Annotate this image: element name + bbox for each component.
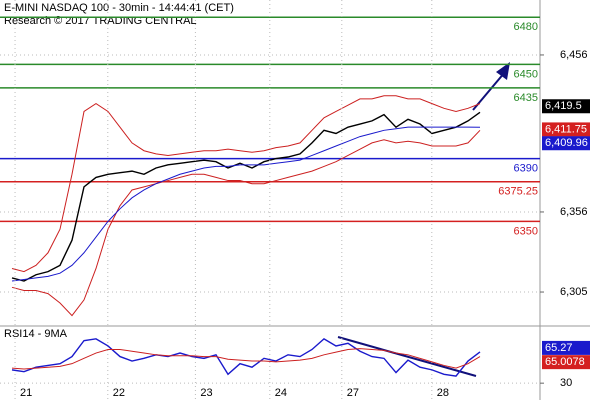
x-tick-label: 23 [200,387,212,399]
rsi-title: RSI14 - 9MA [4,328,68,340]
series-line [11,111,481,282]
level-label: 6435 [514,92,538,104]
price-label: 6,411.75 [545,123,587,135]
x-tick-label: 24 [275,387,287,399]
x-tick-label: 21 [20,387,32,399]
series-line [11,126,481,282]
x-tick-label: 22 [113,387,125,399]
chart-title: E-MINI NASDAQ 100 - 30min - 14:44:41 (CE… [4,2,234,14]
y-tick-label: 30 [560,377,572,389]
level-label: 6450 [514,68,538,80]
level-label: 6375.25 [498,186,538,198]
trend-arrow [472,71,506,111]
price-label: 65.0078 [545,356,585,368]
price-label-box [542,340,590,355]
price-label-box [542,99,590,114]
y-tick-label: 6,456 [560,49,588,61]
price-label-box [542,122,590,137]
price-label: 65.27 [545,342,573,354]
price-label-box [542,136,590,151]
y-tick-label: 6,305 [560,286,588,298]
series-line [11,95,481,273]
x-tick-label: 28 [437,387,449,399]
series-line [11,337,481,377]
level-label: 6480 [514,21,538,33]
x-tick-label: 27 [347,387,359,399]
level-label: 6390 [514,162,538,174]
series-line [11,348,481,370]
price-label-box [542,355,590,370]
y-tick-label: 6,356 [560,206,588,218]
price-label: 6,419.5 [545,100,582,112]
level-label: 6350 [514,225,538,237]
price-label: 6,409.96 [545,137,588,149]
rsi-trend-line [337,336,477,377]
arrow-head [496,62,510,80]
series-line [11,129,481,317]
